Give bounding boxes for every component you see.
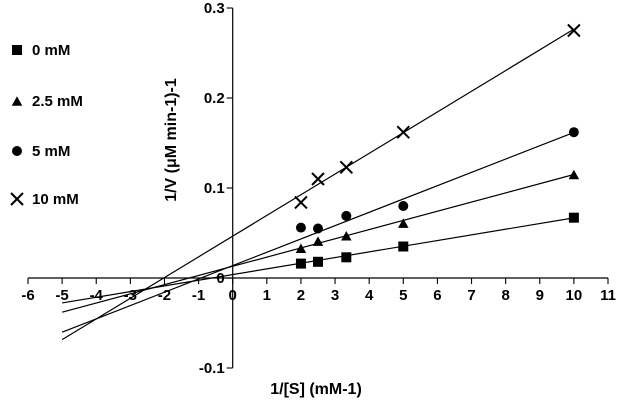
x-tick-label: 0 xyxy=(229,287,237,304)
legend-label-2-5-mm: 2.5 mM xyxy=(32,93,83,110)
data-point-0-mm xyxy=(295,258,306,269)
data-point-0-mm xyxy=(341,252,352,263)
data-point-2-5-mm xyxy=(398,218,409,228)
legend-label-0-mm: 0 mM xyxy=(32,42,70,59)
data-point-5-mm xyxy=(313,223,323,234)
x-tick-label: 7 xyxy=(467,287,475,304)
legend-item-2-5-mm: 2.5 mM xyxy=(11,93,83,110)
data-point-10-mm xyxy=(396,125,411,139)
data-point-10-mm-stroke-b xyxy=(567,23,581,38)
y-tick-label: 0.3 xyxy=(204,0,225,17)
data-point-5-mm xyxy=(295,222,306,233)
data-point-2-5-mm xyxy=(295,243,307,254)
y-tick-label: 0.1 xyxy=(204,180,225,197)
x-tick-label: 1 xyxy=(263,287,271,304)
x-tick-label: -5 xyxy=(55,287,68,304)
legend-label-10-mm: 10 mM xyxy=(32,191,79,208)
data-point-2-5-mm xyxy=(568,169,580,180)
x-tick-label: -6 xyxy=(21,287,34,304)
data-point-0-mm xyxy=(398,241,409,252)
data-point-10-mm xyxy=(294,195,308,210)
x-tick-label: -1 xyxy=(192,287,205,304)
x-axis-title: 1/[S] (mM-1) xyxy=(270,381,362,398)
data-point-2-5-mm xyxy=(341,230,352,241)
legend-marker-0-mm xyxy=(12,45,22,55)
legend-marker-5-mm xyxy=(12,146,22,156)
axis-titles: 1/[S] (mM-1) 1/V (μM min-1)-1 xyxy=(163,78,362,398)
x-tick-label: 3 xyxy=(331,287,339,304)
data-point-5-mm xyxy=(398,201,409,211)
data-point-0-mm xyxy=(313,256,323,267)
legend-item-10-mm: 10 mM xyxy=(10,191,79,208)
data-point-10-mm xyxy=(567,23,581,38)
data-point-10-mm xyxy=(339,160,354,175)
y-tick-label: 0 xyxy=(216,270,224,287)
data-point-10-mm-stroke-b xyxy=(396,125,411,139)
x-tick-label: 8 xyxy=(501,287,509,304)
legend-item-0-mm: 0 mM xyxy=(12,42,70,59)
x-tick-label: 6 xyxy=(433,287,441,304)
data-point-10-mm-stroke-b xyxy=(339,160,354,175)
legend-marker-10-mm-stroke-b xyxy=(10,192,24,206)
legend: 0 mM 2.5 mM 5 mM 10 mM xyxy=(10,42,83,208)
data-point-5-mm xyxy=(341,210,352,221)
axes-layer: -6 -5 -4 -3 -2 -1 0 1 2 3 4 5 6 7 8 9 10 11-0.100.10.20.3 xyxy=(21,0,616,377)
x-tick-label: 11 xyxy=(600,287,616,304)
data-point-0-mm xyxy=(568,212,579,223)
data-points-layer xyxy=(294,23,581,269)
x-tick-label: 10 xyxy=(566,287,583,304)
data-point-10-mm-stroke-b xyxy=(294,195,308,210)
x-tick-label: 4 xyxy=(365,287,374,304)
data-point-5-mm xyxy=(568,127,579,138)
y-tick-label: 0.2 xyxy=(204,90,225,107)
data-point-10-mm-stroke-b xyxy=(311,172,325,186)
fit-line-10-mm xyxy=(61,28,575,341)
legend-marker-2-5-mm xyxy=(11,96,23,106)
fit-lines-layer xyxy=(61,28,575,341)
legend-label-5-mm: 5 mM xyxy=(32,143,70,160)
y-axis-title: 1/V (μM min-1)-1 xyxy=(163,78,180,202)
x-tick-label: -2 xyxy=(158,287,171,304)
x-tick-label: -4 xyxy=(90,287,104,304)
data-point-10-mm xyxy=(311,172,325,186)
legend-marker-10-mm xyxy=(10,192,24,206)
y-tick-label: -0.1 xyxy=(199,360,225,377)
x-tick-label: 9 xyxy=(536,287,544,304)
legend-item-5-mm: 5 mM xyxy=(12,143,70,160)
x-tick-label: 2 xyxy=(297,287,305,304)
x-tick-label: 5 xyxy=(399,287,407,304)
data-point-2-5-mm xyxy=(312,236,324,246)
